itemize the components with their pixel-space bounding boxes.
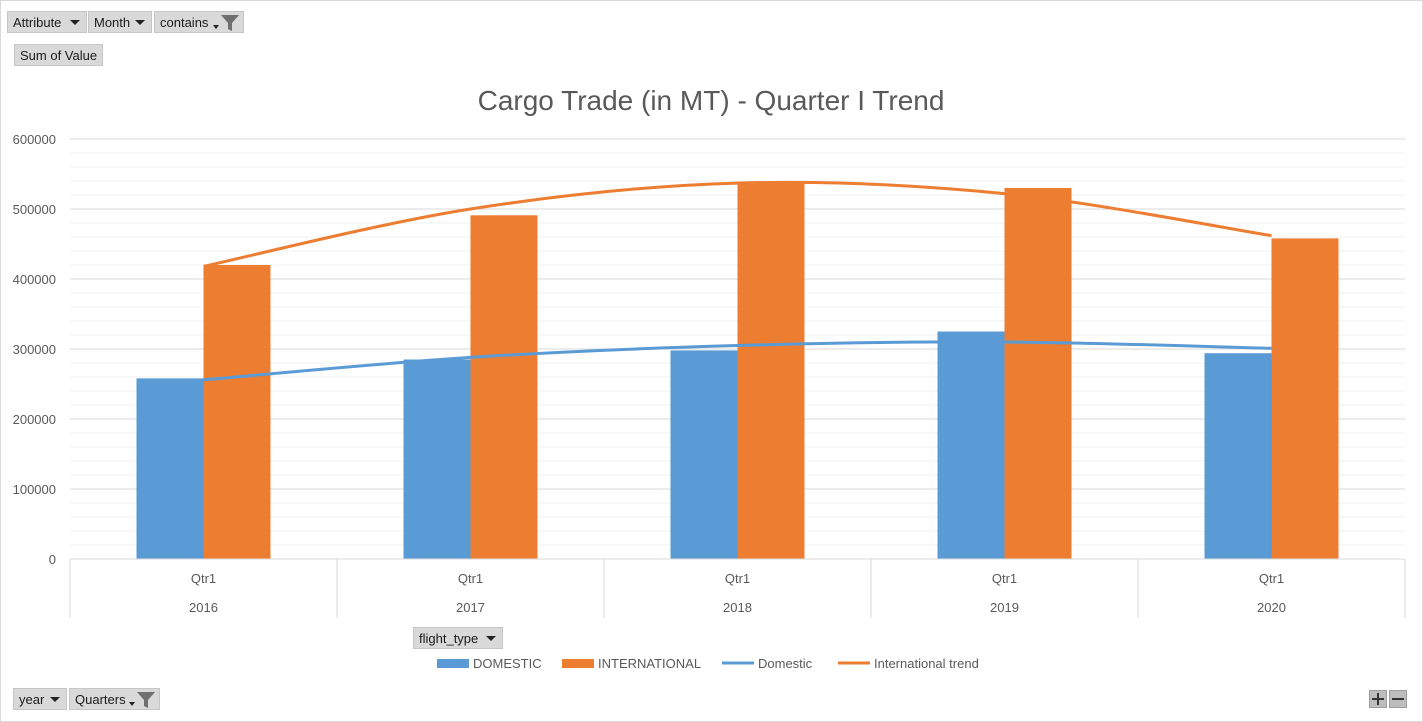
y-tick-label: 100000 bbox=[13, 482, 56, 497]
legend-label: International trend bbox=[874, 656, 979, 671]
legend-label: Domestic bbox=[758, 656, 813, 671]
legend-swatch bbox=[562, 659, 594, 668]
year-field-label: year bbox=[19, 691, 45, 707]
x-tick-label-year: 2020 bbox=[1257, 600, 1286, 615]
bar-domestic bbox=[937, 331, 1005, 559]
sum-of-value-label: Sum of Value bbox=[20, 47, 98, 63]
bars bbox=[136, 182, 1339, 560]
x-tick-label-quarter: Qtr1 bbox=[191, 571, 216, 586]
bar-international bbox=[203, 265, 271, 559]
attribute-filter-label: Attribute bbox=[13, 14, 62, 30]
sum-of-value-field-button[interactable]: Sum of Value bbox=[14, 44, 103, 66]
quarters-field-label: Quarters bbox=[75, 691, 126, 707]
legend-label: DOMESTIC bbox=[473, 656, 542, 671]
bar-international bbox=[1004, 188, 1072, 559]
legend-label: INTERNATIONAL bbox=[598, 656, 701, 671]
quarters-field-button[interactable]: Quarters bbox=[69, 688, 160, 710]
x-axis: Qtr1 2016 Qtr1 2017 Qtr1 2018 Qtr1 2019 Qtr1 2020 bbox=[69, 558, 1406, 618]
attribute-filter-button[interactable]: Attribute bbox=[7, 11, 87, 33]
x-tick-label-year: 2016 bbox=[189, 600, 218, 615]
filter-funnel-icon bbox=[137, 692, 155, 708]
trendline-domestic bbox=[203, 340, 1272, 382]
contains-filter-button[interactable]: contains bbox=[154, 11, 244, 33]
collapse-field-button[interactable] bbox=[1389, 690, 1407, 708]
bar-international bbox=[1271, 238, 1339, 559]
trendlines bbox=[203, 180, 1272, 382]
y-tick-label: 500000 bbox=[13, 202, 56, 217]
y-tick-label: 600000 bbox=[13, 132, 56, 147]
legend: DOMESTIC INTERNATIONAL Domestic Internation… bbox=[437, 656, 979, 671]
y-tick-label: 400000 bbox=[13, 272, 56, 287]
y-axis-ticks: 0 100000 200000 300000 400000 500000 600000 bbox=[13, 132, 56, 567]
minus-icon bbox=[1392, 698, 1404, 700]
dropdown-arrow-icon bbox=[135, 20, 145, 25]
filter-funnel-icon bbox=[221, 15, 239, 31]
bar-domestic bbox=[670, 350, 738, 559]
bar-domestic bbox=[403, 359, 471, 559]
y-tick-label: 300000 bbox=[13, 342, 56, 357]
dropdown-arrow-icon bbox=[129, 702, 135, 706]
y-tick-label: 200000 bbox=[13, 412, 56, 427]
dropdown-arrow-icon bbox=[70, 20, 80, 25]
dropdown-arrow-icon bbox=[50, 697, 60, 702]
x-tick-label-year: 2019 bbox=[990, 600, 1019, 615]
x-tick-label-quarter: Qtr1 bbox=[1259, 571, 1284, 586]
x-tick-label-year: 2017 bbox=[456, 600, 485, 615]
plus-icon bbox=[1372, 693, 1384, 705]
month-filter-button[interactable]: Month bbox=[88, 11, 152, 33]
dropdown-arrow-icon bbox=[213, 25, 219, 29]
bar-domestic bbox=[136, 378, 204, 559]
x-tick-label-quarter: Qtr1 bbox=[458, 571, 483, 586]
x-tick-label-year: 2018 bbox=[723, 600, 752, 615]
year-field-button[interactable]: year bbox=[13, 688, 67, 710]
expand-field-button[interactable] bbox=[1369, 690, 1387, 708]
x-tick-label-quarter: Qtr1 bbox=[992, 571, 1017, 586]
bar-international bbox=[470, 215, 538, 560]
x-tick-label-quarter: Qtr1 bbox=[725, 571, 750, 586]
bar-international bbox=[737, 182, 805, 559]
chart-title: Cargo Trade (in MT) - Quarter I Trend bbox=[478, 85, 945, 116]
legend-swatch bbox=[437, 659, 469, 668]
contains-filter-label: contains bbox=[160, 14, 209, 30]
y-tick-label: 0 bbox=[49, 552, 56, 567]
flight-type-field-button[interactable]: flight_type bbox=[413, 627, 503, 649]
bar-domestic bbox=[1204, 353, 1272, 559]
month-filter-label: Month bbox=[94, 14, 131, 30]
dropdown-arrow-icon bbox=[486, 636, 496, 641]
flight-type-label: flight_type bbox=[419, 630, 479, 646]
trendline-international bbox=[203, 180, 1272, 268]
